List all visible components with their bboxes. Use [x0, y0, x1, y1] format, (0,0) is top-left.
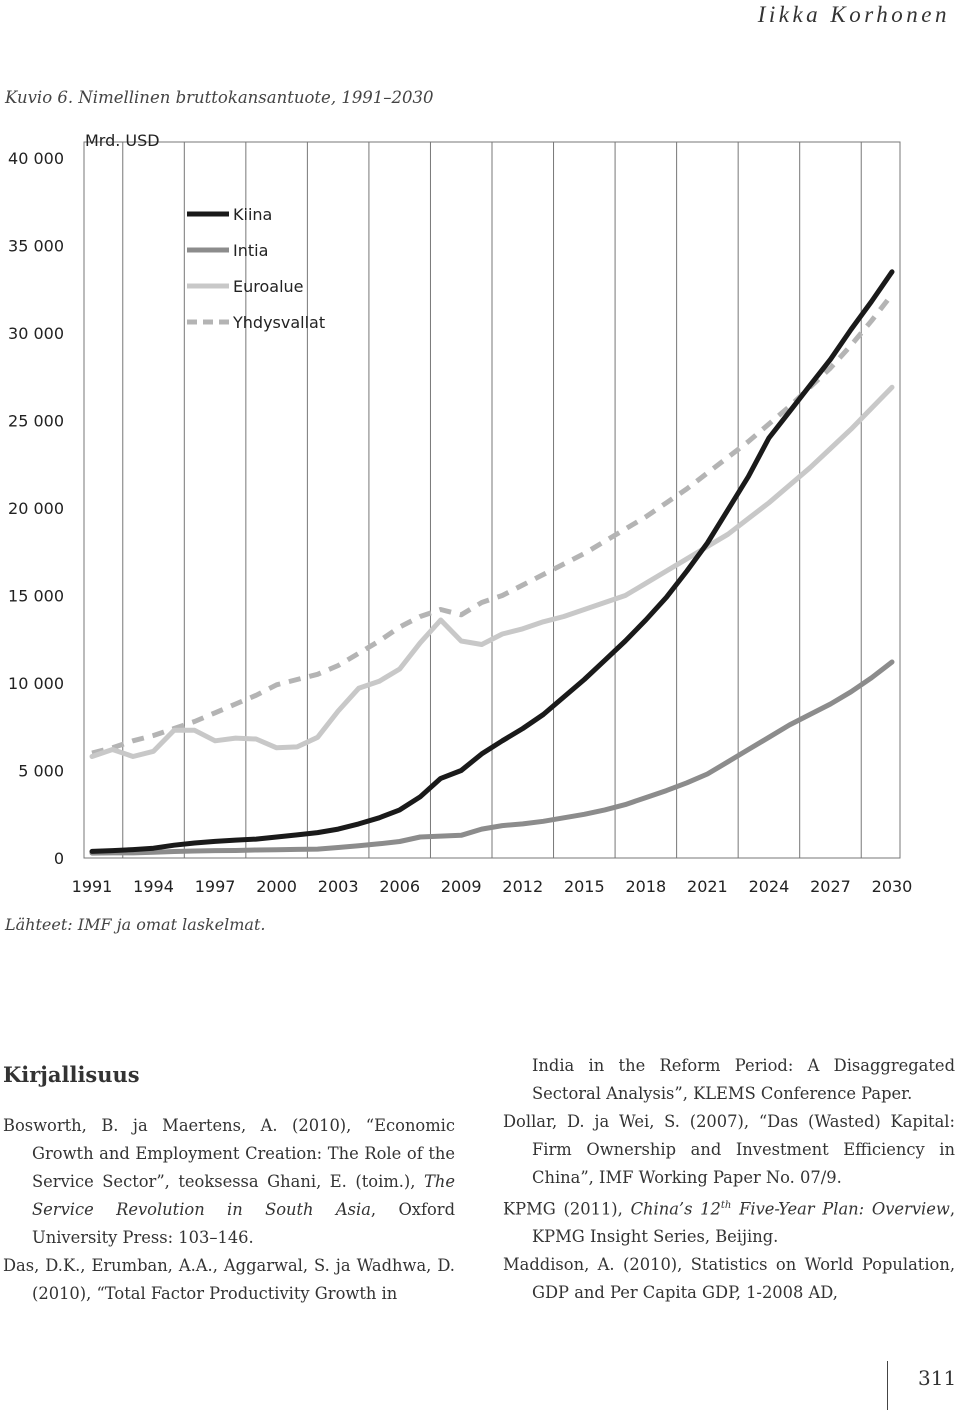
x-tick-label: 1991	[72, 877, 113, 896]
reference-continuation: India in the Reform Period: A Disaggrega…	[532, 1056, 955, 1103]
reference-text: , Oxford University Press: 103–146.	[32, 1200, 456, 1247]
page-number-rule	[887, 1361, 888, 1410]
y-tick-label: 10 000	[8, 674, 64, 693]
references-right-column: India in the Reform Period: A Disaggrega…	[503, 1052, 955, 1307]
reference-entry: Dollar, D. ja Wei, S. (2007), “Das (Wast…	[503, 1108, 955, 1192]
reference-text: , KPMG Insight Series, Beijing.	[532, 1199, 955, 1247]
reference-text: Bosworth, B. ja Maertens, A. (2010), “Ec…	[3, 1116, 455, 1191]
x-tick-label: 2018	[625, 877, 666, 896]
page-number: 311	[918, 1366, 957, 1390]
x-tick-label: 2012	[502, 877, 543, 896]
reference-text: The Service Revolution in South Asia	[32, 1172, 455, 1219]
references-left-column: Bosworth, B. ja Maertens, A. (2010), “Ec…	[3, 1112, 455, 1308]
y-tick-label: 15 000	[8, 587, 64, 606]
series-line-kiina	[89, 269, 895, 854]
chart-legend: Kiina Intia Euroalue Yhdysvallat	[187, 205, 325, 332]
reference-text: KPMG (2011),	[503, 1199, 631, 1219]
y-tick-label: 30 000	[8, 324, 64, 343]
reference-entry: Maddison, A. (2010), Statistics on World…	[503, 1251, 955, 1307]
y-tick-label: 25 000	[8, 412, 64, 431]
x-tick-label: 2009	[441, 877, 482, 896]
x-tick-label: 2030	[872, 877, 913, 896]
x-tick-label: 2000	[256, 877, 297, 896]
legend-label: Intia	[233, 241, 268, 260]
x-tick-label: 2021	[687, 877, 728, 896]
reference-text: Maddison, A. (2010), Statistics on World…	[503, 1255, 955, 1303]
figure-caption: Kuvio 6. Nimellinen bruttokansantuote, 1…	[5, 88, 434, 107]
legend-label: Euroalue	[233, 277, 304, 296]
chart-grid	[122, 142, 862, 858]
series-line-intia	[89, 659, 895, 856]
y-tick-label: 20 000	[8, 499, 64, 518]
reference-text: China’s 12	[630, 1199, 721, 1219]
legend-label: Kiina	[233, 205, 272, 224]
x-tick-label: 2015	[564, 877, 605, 896]
reference-text: Five-Year Plan: Overview	[731, 1199, 950, 1219]
chart-series	[89, 269, 895, 856]
x-tick-label: 2027	[810, 877, 851, 896]
plot-frame	[83, 141, 901, 859]
gdp-line-chart: 1991 1994 1997 2000 2003 2006 2009 2012 2015 2018…	[8, 131, 913, 896]
x-tick-label: 1997	[195, 877, 236, 896]
chart-unit-label: Mrd. USD	[85, 131, 160, 150]
reference-entry: Bosworth, B. ja Maertens, A. (2010), “Ec…	[3, 1112, 455, 1252]
chart-axes: 1991 1994 1997 2000 2003 2006 2009 2012 2015 2018…	[8, 141, 913, 896]
reference-text: Dollar, D. ja Wei, S. (2007), “Das (Wast…	[503, 1112, 955, 1187]
reference-entry: Das, D.K., Erumban, A.A., Aggarwal, S. j…	[3, 1252, 455, 1308]
references-heading: Kirjallisuus	[3, 1062, 140, 1087]
reference-text: th	[720, 1200, 732, 1211]
y-tick-label: 0	[54, 849, 64, 868]
legend-label: Yhdysvallat	[232, 313, 325, 332]
figure-source: Lähteet: IMF ja omat laskelmat.	[5, 915, 266, 934]
reference-entry: KPMG (2011), China’s 12th Five-Year Plan…	[503, 1192, 955, 1251]
x-tick-label: 2024	[749, 877, 790, 896]
x-tick-label: 2003	[318, 877, 359, 896]
x-tick-label: 1994	[133, 877, 174, 896]
x-tick-label: 2006	[379, 877, 420, 896]
running-header-author: Iikka Korhonen	[757, 2, 950, 27]
reference-text: Das, D.K., Erumban, A.A., Aggarwal, S. j…	[3, 1256, 455, 1303]
series-line-euroalue	[89, 384, 895, 759]
y-tick-label: 35 000	[8, 237, 64, 256]
y-tick-label: 5 000	[18, 762, 64, 781]
y-tick-label: 40 000	[8, 149, 64, 168]
